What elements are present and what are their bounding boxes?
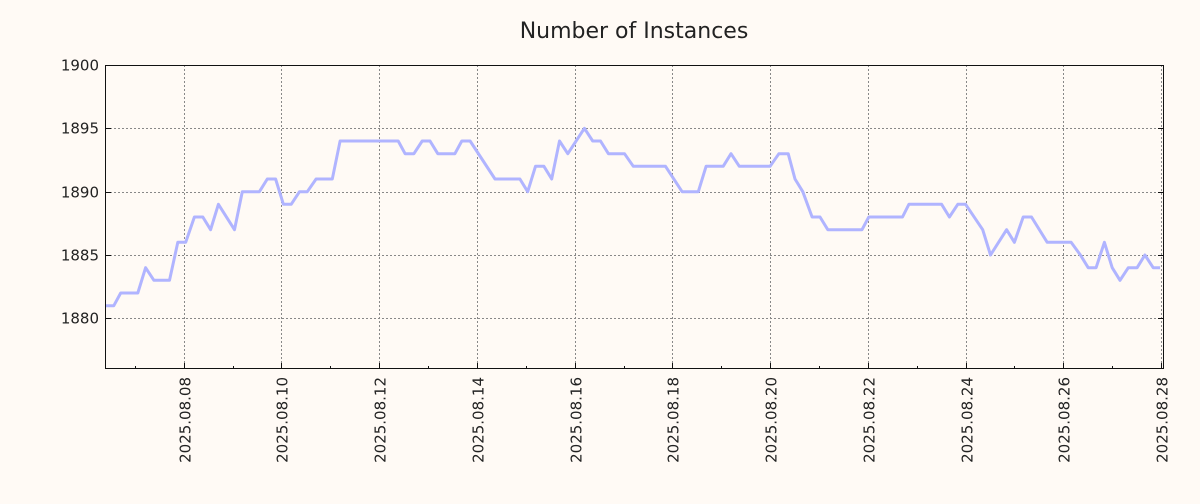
y-tick-label: 1890 (61, 184, 99, 202)
plot-frame (105, 65, 1164, 369)
y-tick-label: 1900 (61, 57, 99, 75)
y-tick-label: 1895 (61, 120, 99, 138)
axis-ticks: 1880 1885 1890 1895 1900 2025.08.08 2025.08.10… (61, 57, 1172, 463)
x-tick-label: 2025.08.20 (763, 377, 781, 463)
y-tick-label: 1885 (61, 247, 99, 265)
y-tick-label: 1880 (61, 310, 99, 328)
grid (106, 65, 1163, 369)
series-line-instances (106, 126, 1161, 308)
x-tick-label: 2025.08.08 (177, 377, 195, 463)
x-tick-label: 2025.08.24 (959, 377, 977, 463)
x-tick-label: 2025.08.28 (1154, 377, 1172, 463)
chart-title: Number of Instances (520, 19, 749, 44)
x-tick-label: 2025.08.14 (470, 377, 488, 463)
x-tick-label: 2025.08.26 (1056, 377, 1074, 463)
x-tick-label: 2025.08.18 (665, 377, 683, 463)
x-tick-label: 2025.08.10 (274, 377, 292, 463)
x-tick-label: 2025.08.12 (372, 377, 390, 463)
x-tick-label: 2025.08.16 (568, 377, 586, 463)
series-layer (106, 126, 1161, 308)
x-tick-label: 2025.08.22 (861, 377, 879, 463)
